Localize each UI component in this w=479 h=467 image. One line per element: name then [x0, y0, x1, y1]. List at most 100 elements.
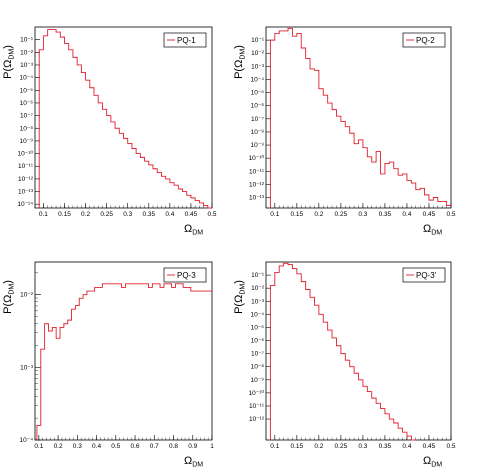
x-tick-label: 0.35 — [379, 211, 392, 218]
y-tick-label: 10⁻⁵ — [251, 90, 265, 97]
x-tick-label: 0.4 — [402, 211, 411, 218]
y-tick-label: 10⁻⁷ — [20, 113, 34, 120]
y-tick-label: 10⁻² — [20, 49, 34, 56]
x-axis-label: ΩDM — [184, 223, 203, 237]
x-axis-label: ΩDM — [423, 455, 442, 467]
x-tick-label: 0.5 — [446, 443, 455, 450]
y-tick-label: 10⁻³ — [20, 364, 34, 371]
x-tick-label: 0.45 — [423, 211, 436, 218]
x-tick-label: 0.4 — [92, 443, 101, 450]
y-tick-label: 10⁻¹ — [251, 37, 265, 44]
y-tick-label: 10⁻¹² — [18, 176, 34, 183]
y-tick-label: 10⁻¹² — [249, 416, 265, 423]
y-tick-label: 10⁻² — [251, 50, 265, 57]
plot-frame — [265, 261, 452, 441]
x-tick-label: 0.9 — [188, 443, 197, 450]
y-tick-label: 10⁻⁵ — [20, 87, 34, 94]
y-tick-label: 10⁻¹⁴ — [17, 201, 33, 208]
x-tick-label: 0.1 — [270, 443, 279, 450]
y-tick-label: 10⁻¹⁰ — [249, 389, 265, 397]
x-tick-label: 0.1 — [34, 443, 43, 450]
y-tick-label: 10⁻² — [251, 285, 265, 292]
y-tick-label: 10⁻³ — [251, 298, 265, 305]
y-tick-label: 10⁻⁶ — [251, 338, 265, 345]
y-tick-label: 10⁻¹ — [20, 37, 34, 44]
x-tick-label: 0.25 — [335, 211, 348, 218]
y-tick-label: 10⁻¹³ — [249, 195, 265, 202]
legend-label: PQ-2 — [416, 36, 435, 45]
x-tick-label: 0.45 — [185, 211, 198, 218]
x-tick-label: 0.5 — [207, 211, 216, 218]
legend-label: PQ-1 — [177, 36, 196, 45]
x-tick-label: 0.8 — [169, 443, 178, 450]
x-tick-label: 0.2 — [54, 443, 63, 450]
legend-box — [402, 267, 446, 283]
y-tick-label: 10⁻⁸ — [20, 125, 34, 132]
y-tick-label: 10⁻¹¹ — [249, 403, 265, 410]
x-tick-label: 0.2 — [314, 443, 323, 450]
x-tick-label: 0.3 — [73, 443, 82, 450]
y-tick-label: 10⁻⁴ — [251, 76, 265, 83]
x-tick-label: 0.5 — [111, 443, 120, 450]
y-tick-label: 10⁻⁷ — [251, 351, 265, 358]
x-tick-label: 0.35 — [142, 211, 155, 218]
y-tick-label: 10⁻¹⁰ — [18, 150, 34, 158]
legend-label: PQ-3' — [416, 271, 437, 280]
plot-frame — [34, 261, 213, 441]
y-tick-label: 10⁻⁶ — [251, 103, 265, 110]
x-tick-label: 0.3 — [358, 211, 367, 218]
plot-frame — [34, 26, 213, 209]
x-tick-label: 0.1 — [39, 211, 48, 218]
y-axis-label: P(ΩDM) — [2, 280, 16, 314]
y-tick-label: 10⁻¹³ — [18, 189, 34, 196]
y-tick-label: 10⁻¹² — [249, 181, 265, 188]
x-axis-label: ΩDM — [184, 455, 203, 467]
x-tick-label: 0.25 — [100, 211, 113, 218]
y-tick-label: 10⁻² — [20, 292, 34, 299]
y-tick-label: 10⁻⁹ — [251, 377, 265, 384]
y-tick-label: 10⁻⁶ — [20, 100, 34, 107]
x-tick-label: 0.25 — [335, 443, 348, 450]
histogram-series — [269, 262, 416, 441]
x-tick-label: 0.3 — [123, 211, 132, 218]
x-tick-label: 0.45 — [423, 443, 436, 450]
x-axis-label: ΩDM — [423, 223, 442, 237]
legend-label: PQ-3 — [177, 271, 196, 280]
y-axis-label: P(ΩDM) — [233, 45, 247, 79]
x-tick-label: 0.15 — [291, 443, 304, 450]
chart-panel-4: 0.1 0.15 0.2 0.25 0.3 0.35 0.4 0.45 0.5 10⁻¹² 10⁻¹… — [233, 261, 456, 467]
y-tick-label: 10⁻³ — [251, 63, 265, 70]
y-axis-label: P(ΩDM) — [2, 45, 16, 79]
y-tick-label: 10⁻⁴ — [20, 75, 34, 82]
y-tick-label: 10⁻⁴ — [20, 437, 34, 444]
legend-box — [163, 267, 207, 283]
histogram-series — [36, 283, 212, 440]
y-tick-label: 10⁻¹¹ — [249, 168, 265, 175]
y-axis-label: P(ΩDM) — [233, 280, 247, 314]
legend-box — [163, 32, 207, 48]
y-tick-label: 10⁻¹⁰ — [249, 154, 265, 162]
x-tick-label: 0.5 — [446, 211, 455, 218]
y-tick-label: 10⁻³ — [20, 62, 34, 69]
x-tick-label: 0.2 — [81, 211, 90, 218]
y-tick-label: 10⁻⁴ — [251, 311, 265, 318]
y-tick-label: 10⁻⁷ — [251, 116, 265, 123]
x-tick-label: 0.15 — [58, 211, 71, 218]
x-tick-label: 0.35 — [379, 443, 392, 450]
chart-panel-2: 0.1 0.15 0.2 0.25 0.3 0.35 0.4 0.45 0.5 10⁻¹³ 10⁻¹… — [233, 26, 456, 237]
plot-frame — [265, 26, 452, 209]
histogram-series — [38, 29, 212, 209]
x-tick-label: 0.2 — [314, 211, 323, 218]
y-tick-label: 10⁻¹¹ — [18, 163, 34, 170]
y-tick-label: 10⁻⁸ — [251, 364, 265, 371]
x-tick-label: 0.3 — [358, 443, 367, 450]
x-tick-label: 0.4 — [165, 211, 174, 218]
x-tick-label: 0.4 — [402, 443, 411, 450]
x-tick-label: 0.1 — [270, 211, 279, 218]
histogram-series — [269, 27, 451, 208]
y-tick-label: 10⁻⁸ — [251, 129, 265, 136]
y-tick-label: 10⁻⁵ — [251, 324, 265, 331]
legend-box — [402, 32, 446, 48]
x-tick-label: 0.15 — [291, 211, 304, 218]
